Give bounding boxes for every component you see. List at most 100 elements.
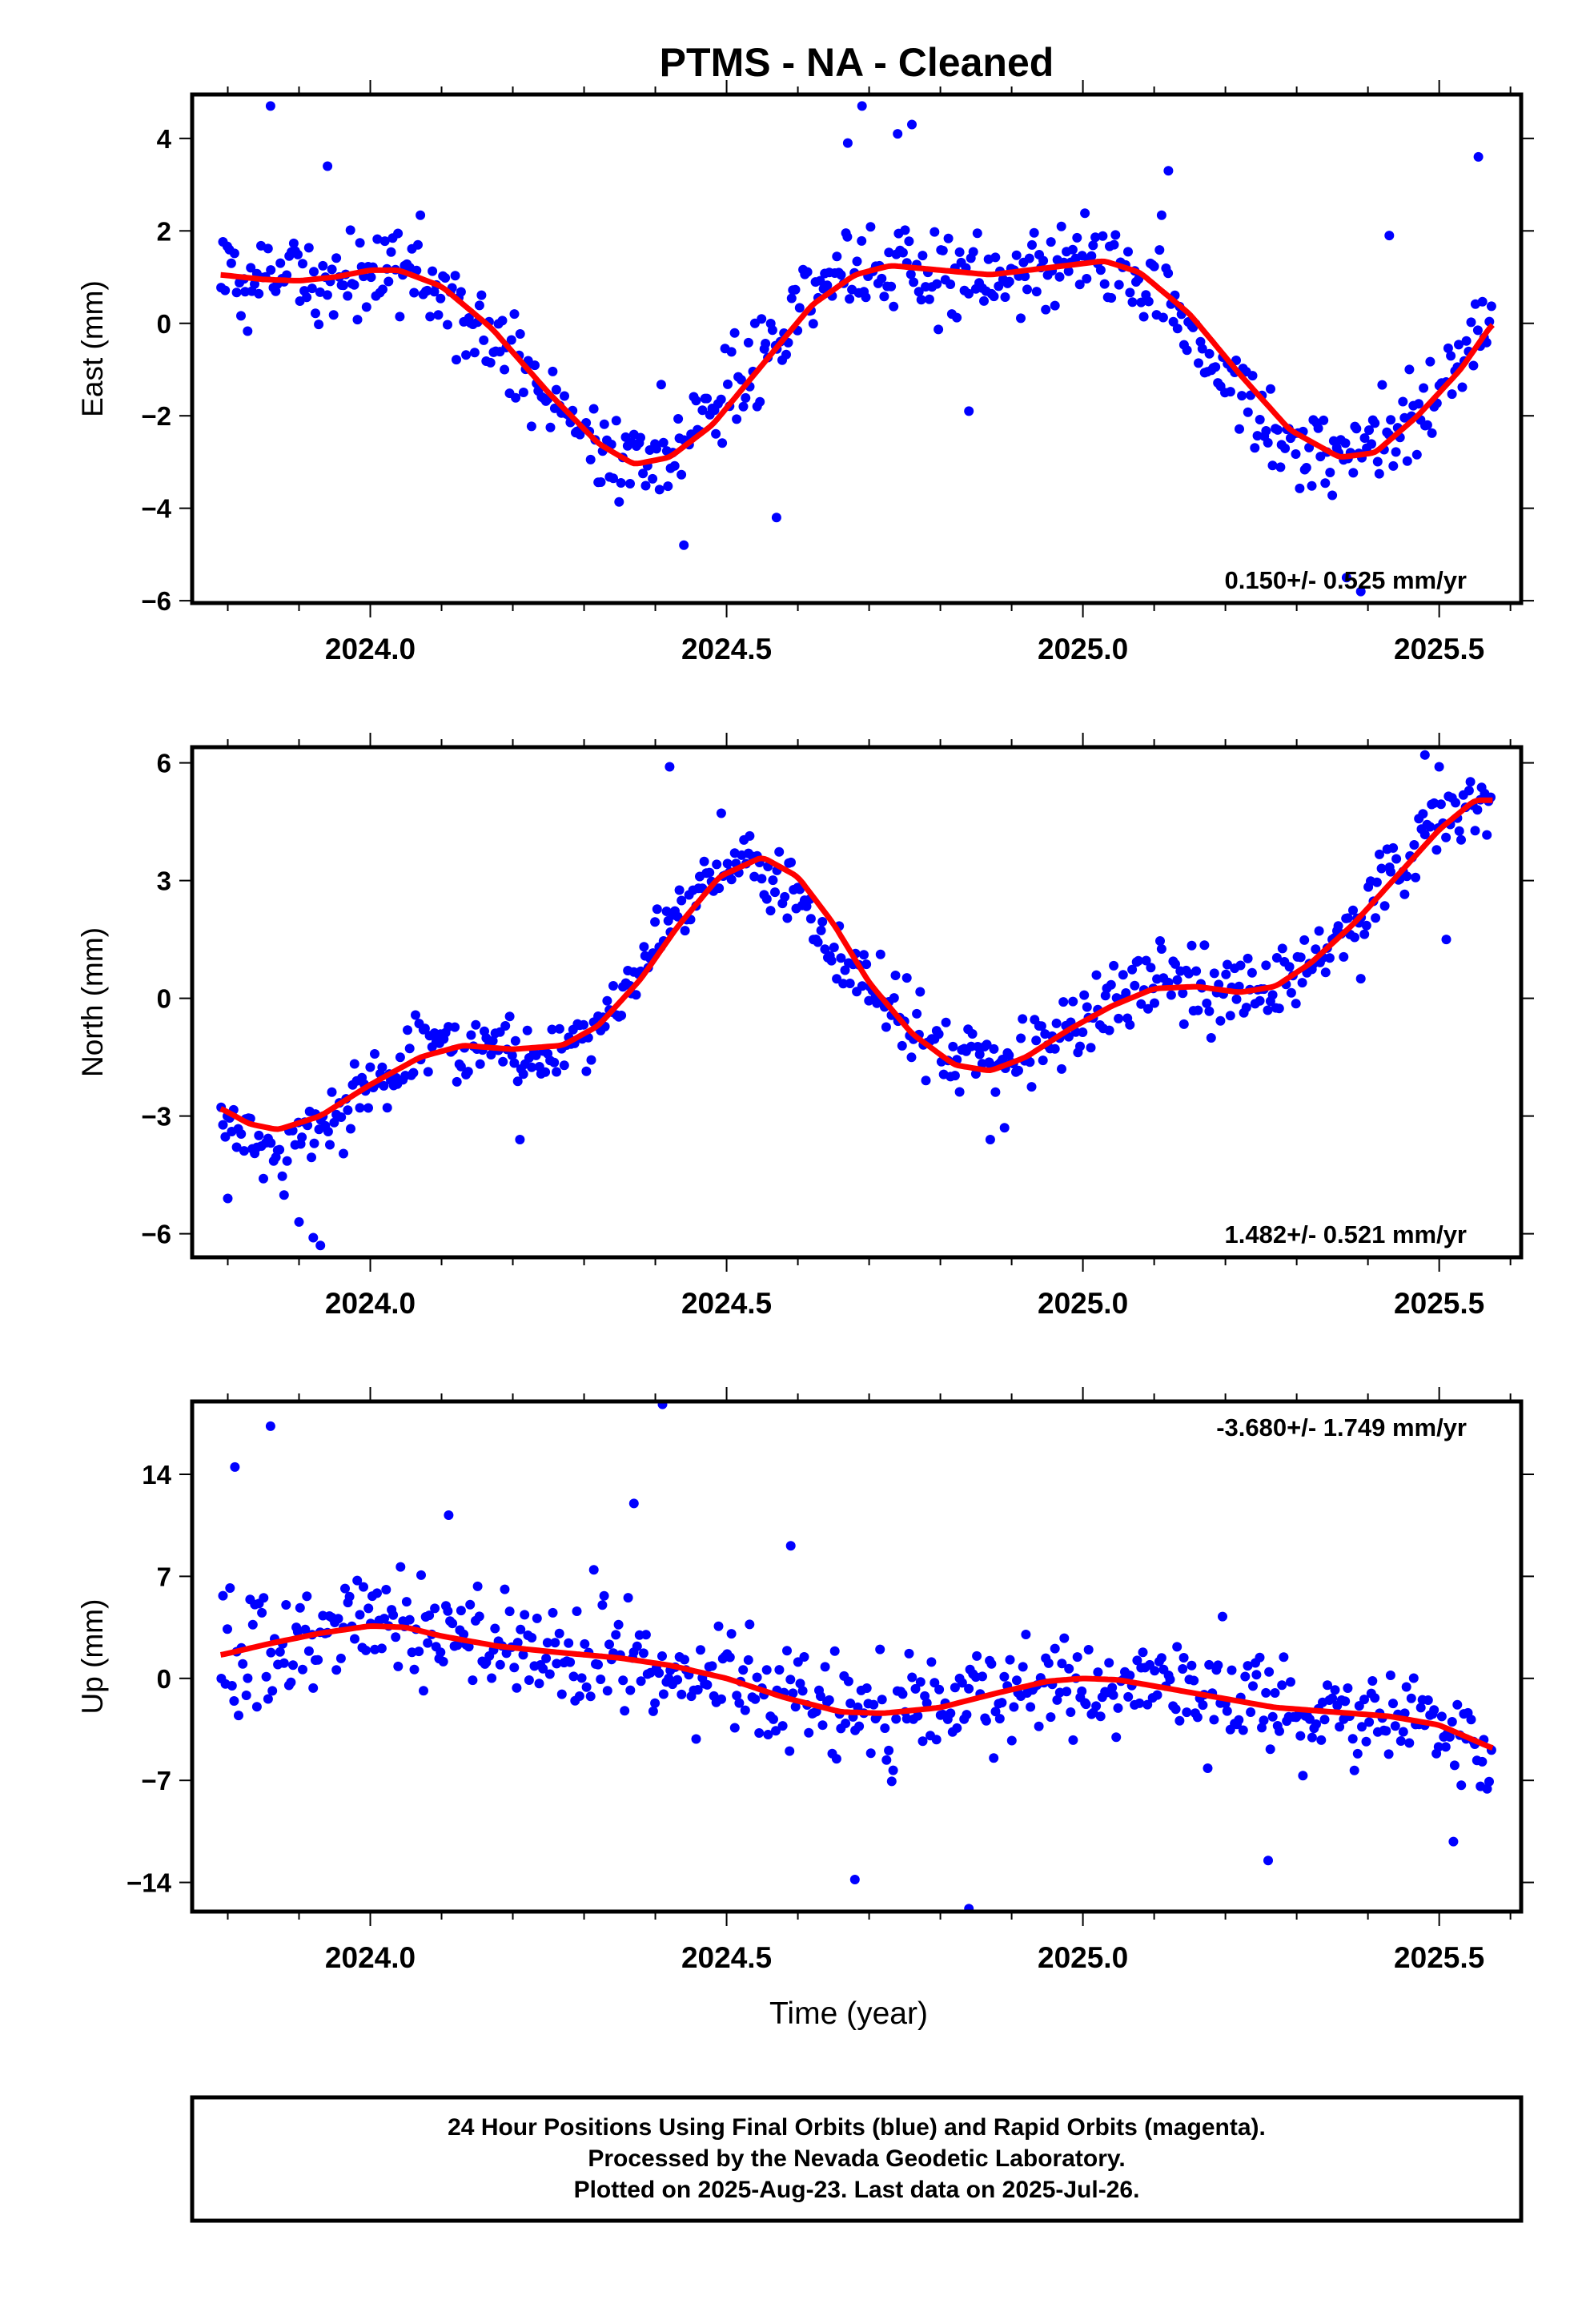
data-point	[259, 1593, 269, 1603]
data-point-outlier	[308, 1232, 319, 1243]
data-point	[1411, 872, 1421, 883]
data-point	[1452, 1699, 1463, 1710]
data-point	[531, 1050, 541, 1060]
data-point	[593, 1659, 603, 1670]
y-tick-label: 0	[157, 1664, 171, 1694]
data-point	[1371, 877, 1382, 887]
data-point	[915, 987, 926, 997]
data-point	[372, 1588, 382, 1598]
data-point	[663, 481, 673, 492]
data-point	[948, 1041, 958, 1051]
data-point	[1063, 266, 1074, 276]
data-point	[355, 1610, 365, 1620]
data-point	[1291, 999, 1301, 1009]
data-point-outlier	[893, 129, 903, 139]
data-point	[479, 335, 489, 345]
data-point	[361, 302, 371, 312]
data-point	[527, 1633, 537, 1642]
data-point	[1058, 997, 1069, 1007]
data-point	[602, 995, 612, 1006]
data-point	[395, 1052, 405, 1063]
data-point	[361, 1645, 371, 1655]
data-point	[1213, 1660, 1223, 1671]
data-point	[741, 392, 751, 403]
data-point	[346, 1124, 355, 1134]
data-point	[298, 259, 307, 269]
data-point	[1024, 253, 1034, 263]
data-point	[540, 1067, 551, 1077]
data-point	[631, 990, 641, 1000]
data-point	[1080, 208, 1090, 219]
data-point	[325, 1140, 335, 1150]
data-point-outlier	[265, 101, 275, 111]
data-point-outlier	[964, 406, 974, 416]
data-point	[1325, 468, 1335, 477]
data-point	[266, 1647, 276, 1658]
data-point	[1422, 420, 1432, 430]
data-point	[250, 279, 259, 289]
data-point	[713, 1621, 724, 1631]
data-point	[886, 281, 897, 292]
data-point	[912, 1008, 922, 1019]
data-point	[227, 1681, 237, 1691]
data-point	[490, 1623, 500, 1634]
data-point	[599, 419, 609, 429]
data-point	[1133, 955, 1143, 966]
data-point	[1367, 439, 1376, 449]
data-point	[466, 1030, 476, 1040]
data-point	[1186, 1660, 1197, 1671]
data-point	[1320, 967, 1331, 978]
data-point	[954, 1087, 965, 1097]
data-point-outlier	[1355, 974, 1366, 984]
data-point	[968, 247, 978, 257]
data-point	[1156, 944, 1166, 954]
data-point	[1398, 1727, 1408, 1737]
data-point	[486, 1050, 496, 1059]
data-point	[673, 414, 684, 424]
data-point	[1425, 822, 1435, 832]
data-point-outlier	[230, 1462, 240, 1472]
data-point	[1379, 901, 1390, 911]
data-point	[512, 1638, 523, 1648]
data-point	[585, 1691, 596, 1702]
data-point	[763, 1730, 773, 1739]
data-point	[1183, 968, 1194, 979]
footer-box: 24 Hour Positions Using Final Orbits (bl…	[190, 2095, 1524, 2223]
data-point	[393, 1661, 404, 1671]
data-point	[950, 1683, 960, 1693]
data-point	[1311, 944, 1321, 955]
data-point-outlier	[1163, 166, 1174, 176]
x-tick-label: 2024.0	[325, 1941, 416, 1974]
data-point	[1163, 268, 1174, 279]
data-point	[238, 1659, 248, 1669]
y-tick-label: −14	[126, 1868, 172, 1898]
data-point	[1088, 240, 1098, 251]
data-point	[438, 1656, 448, 1667]
y-tick-label: 7	[157, 1562, 171, 1591]
data-point	[363, 1103, 373, 1113]
data-point	[990, 252, 1001, 263]
data-point	[824, 1695, 834, 1705]
data-point	[1223, 959, 1232, 970]
data-point	[548, 366, 558, 376]
data-point	[1082, 1002, 1092, 1012]
data-point	[654, 1668, 665, 1679]
data-point	[335, 1653, 346, 1663]
data-point	[1347, 1734, 1358, 1744]
data-point	[386, 247, 396, 257]
data-point	[1267, 990, 1278, 1000]
data-point	[433, 310, 444, 320]
data-point	[743, 1655, 753, 1665]
data-point	[1340, 1696, 1351, 1707]
y-tick-label: 2	[157, 216, 171, 246]
data-point	[599, 1590, 609, 1601]
data-point	[1172, 975, 1182, 985]
x-tick-label: 2025.0	[1038, 1287, 1128, 1320]
data-point	[1165, 1675, 1175, 1685]
data-point	[1012, 1675, 1022, 1686]
data-point	[990, 1707, 1001, 1717]
data-point	[365, 1062, 375, 1072]
x-tick-label: 2025.5	[1394, 633, 1484, 665]
data-point	[658, 437, 669, 448]
data-point	[1383, 1749, 1394, 1759]
